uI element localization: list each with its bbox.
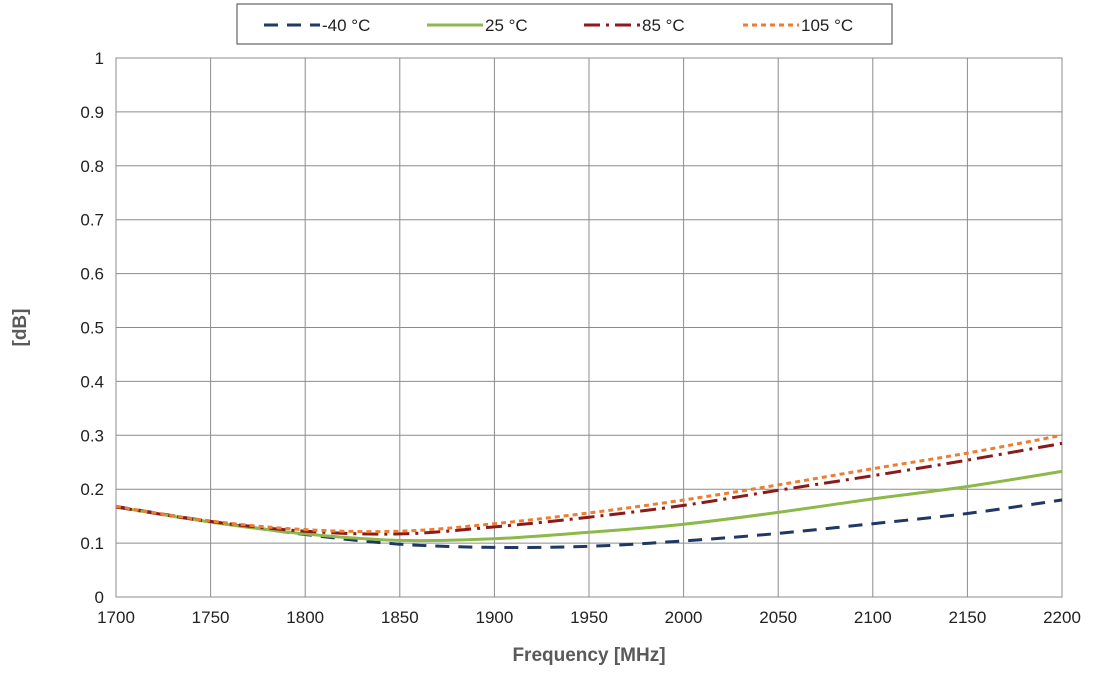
y-tick-label: 0.2 [80, 480, 104, 499]
y-tick-label: 0.3 [80, 426, 104, 445]
y-tick-label: 0 [95, 588, 104, 607]
x-axis-title: Frequency [MHz] [512, 645, 665, 666]
x-tick-label: 1950 [570, 608, 608, 627]
legend-label: 85 °C [642, 16, 685, 35]
series-line-4 [115, 433, 1063, 534]
y-tick-label: 0.7 [80, 211, 104, 230]
x-tick-label: 2050 [759, 608, 797, 627]
legend-label: 105 °C [801, 16, 853, 35]
y-axis-title: [dB] [10, 309, 31, 347]
series-lines [115, 433, 1063, 550]
legend: -40 °C 25 °C 85 °C 105 °C [236, 3, 893, 45]
x-tick-label: 2100 [854, 608, 892, 627]
x-tick-label: 1900 [475, 608, 513, 627]
x-tick-label: 2200 [1043, 608, 1081, 627]
y-tick-label: 0.4 [80, 372, 104, 391]
grid [115, 57, 1063, 598]
x-tick-label: 1850 [381, 608, 419, 627]
series-line-2 [115, 469, 1063, 543]
legend-label: -40 °C [322, 16, 370, 35]
tick-labels: 1700 1750 1800 1850 1900 1950 2000 2050 2100 2150… [80, 49, 1081, 627]
x-tick-label: 1800 [286, 608, 324, 627]
y-tick-label: 0.9 [80, 103, 104, 122]
y-tick-label: 1 [95, 49, 104, 68]
y-tick-label: 0.8 [80, 157, 104, 176]
x-tick-label: 1700 [97, 608, 135, 627]
y-tick-label: 0.5 [80, 319, 104, 338]
y-tick-label: 0.1 [80, 534, 104, 553]
x-tick-label: 2000 [665, 608, 703, 627]
x-tick-label: 2150 [948, 608, 986, 627]
y-tick-label: 0.6 [80, 265, 104, 284]
legend-label: 25 °C [485, 16, 528, 35]
x-tick-label: 1750 [192, 608, 230, 627]
